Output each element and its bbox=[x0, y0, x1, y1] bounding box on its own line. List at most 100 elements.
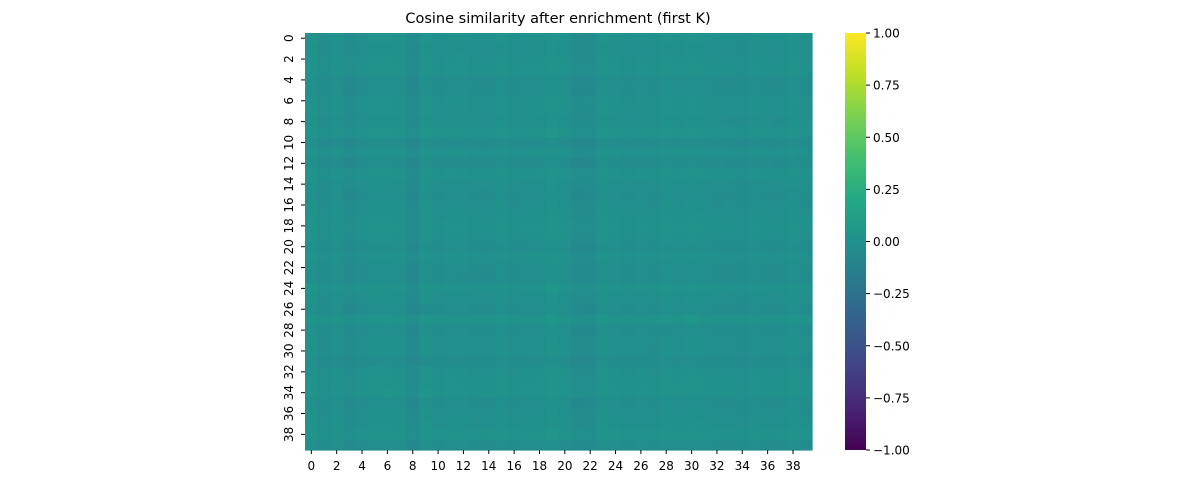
heatmap-cell bbox=[609, 272, 623, 284]
heatmap-cell bbox=[647, 105, 661, 117]
heatmap-cell bbox=[558, 231, 572, 243]
heatmap-cell bbox=[583, 356, 598, 368]
heatmap-cell bbox=[685, 158, 699, 170]
heatmap-cell bbox=[558, 199, 572, 211]
heatmap-cell bbox=[305, 387, 319, 399]
heatmap-cell bbox=[672, 199, 686, 211]
heatmap-cell bbox=[507, 43, 522, 55]
heatmap-cell bbox=[393, 241, 407, 253]
heatmap-cell bbox=[647, 293, 661, 305]
heatmap-cell bbox=[710, 387, 724, 399]
heatmap-cell bbox=[368, 105, 382, 117]
heatmap-cell bbox=[393, 105, 407, 117]
heatmap-cell bbox=[457, 189, 471, 201]
heatmap-cell bbox=[697, 304, 712, 316]
heatmap-cell bbox=[773, 366, 788, 378]
heatmap-cell bbox=[305, 324, 319, 336]
heatmap-cell bbox=[748, 293, 762, 305]
heatmap-cell bbox=[419, 126, 433, 138]
heatmap-cell bbox=[457, 387, 471, 399]
heatmap-cell bbox=[609, 105, 623, 117]
heatmap-cell bbox=[710, 356, 724, 368]
heatmap-cell bbox=[305, 335, 319, 347]
heatmap-cell bbox=[482, 408, 496, 420]
heatmap-cell bbox=[634, 95, 648, 107]
heatmap-cell bbox=[457, 158, 471, 170]
heatmap-cell bbox=[723, 126, 737, 138]
heatmap-cell bbox=[431, 293, 446, 305]
heatmap-cell bbox=[659, 168, 674, 180]
heatmap-cell bbox=[659, 366, 674, 378]
heatmap-cell bbox=[431, 418, 446, 430]
heatmap-cell bbox=[799, 210, 813, 222]
heatmap-cell bbox=[685, 356, 699, 368]
heatmap-cell bbox=[507, 210, 522, 222]
heatmap-cell bbox=[343, 168, 357, 180]
heatmap-cell bbox=[571, 356, 585, 368]
heatmap-cell bbox=[685, 64, 699, 76]
colorbar-tick-label: 0.25 bbox=[873, 183, 900, 197]
heatmap-cell bbox=[621, 220, 636, 232]
heatmap-cell bbox=[482, 241, 496, 253]
heatmap-cell bbox=[786, 283, 800, 295]
heatmap-cell bbox=[419, 345, 433, 357]
heatmap-cell bbox=[773, 189, 788, 201]
heatmap-cell bbox=[507, 262, 522, 274]
heatmap-cell bbox=[545, 387, 560, 399]
heatmap-cell bbox=[495, 377, 509, 389]
heatmap-cell bbox=[621, 158, 636, 170]
heatmap-cell bbox=[469, 241, 484, 253]
heatmap-cell bbox=[571, 137, 585, 149]
heatmap-cell bbox=[305, 178, 319, 190]
heatmap-cell bbox=[507, 418, 522, 430]
heatmap-cell bbox=[305, 272, 319, 284]
x-tick-label: 22 bbox=[583, 459, 598, 473]
heatmap-cell bbox=[419, 43, 433, 55]
heatmap-cell bbox=[520, 304, 534, 316]
heatmap-cell bbox=[583, 304, 598, 316]
heatmap-cell bbox=[305, 397, 319, 409]
heatmap-cell bbox=[634, 293, 648, 305]
heatmap-cell bbox=[419, 33, 433, 45]
y-tick-label: 38 bbox=[282, 427, 296, 442]
heatmap-cell bbox=[305, 356, 319, 368]
heatmap-cell bbox=[520, 74, 534, 86]
heatmap-cell bbox=[457, 439, 471, 451]
heatmap-cell bbox=[799, 189, 813, 201]
heatmap-cell bbox=[406, 262, 420, 274]
heatmap-cell bbox=[406, 429, 420, 441]
heatmap-cell bbox=[368, 220, 382, 232]
heatmap-cell bbox=[406, 126, 420, 138]
y-tick-label: 10 bbox=[282, 135, 296, 150]
heatmap-cell bbox=[495, 335, 509, 347]
heatmap-cell bbox=[457, 220, 471, 232]
heatmap-cell bbox=[330, 272, 344, 284]
heatmap-cell bbox=[393, 251, 407, 263]
heatmap-cell bbox=[393, 199, 407, 211]
heatmap-cell bbox=[723, 147, 737, 159]
heatmap-cell bbox=[495, 158, 509, 170]
heatmap-cell bbox=[381, 231, 395, 243]
heatmap-cell bbox=[697, 251, 712, 263]
heatmap-cell bbox=[723, 314, 737, 326]
heatmap-cell bbox=[609, 85, 623, 97]
heatmap-cell bbox=[710, 64, 724, 76]
heatmap-cell bbox=[507, 85, 522, 97]
heatmap-cell bbox=[368, 64, 382, 76]
heatmap-cell bbox=[305, 210, 319, 222]
heatmap-cell bbox=[355, 64, 369, 76]
heatmap-cell bbox=[305, 126, 319, 138]
heatmap-cell bbox=[419, 324, 433, 336]
heatmap-cell bbox=[583, 199, 598, 211]
heatmap-cell bbox=[558, 178, 572, 190]
heatmap-cell bbox=[330, 293, 344, 305]
heatmap-cell bbox=[317, 178, 331, 190]
heatmap-cell bbox=[659, 377, 674, 389]
heatmap-cell bbox=[495, 178, 509, 190]
heatmap-cell bbox=[368, 262, 382, 274]
heatmap-cell bbox=[596, 43, 610, 55]
heatmap-cell bbox=[647, 429, 661, 441]
heatmap-cell bbox=[545, 199, 560, 211]
heatmap-cell bbox=[431, 189, 446, 201]
heatmap-cell bbox=[647, 272, 661, 284]
